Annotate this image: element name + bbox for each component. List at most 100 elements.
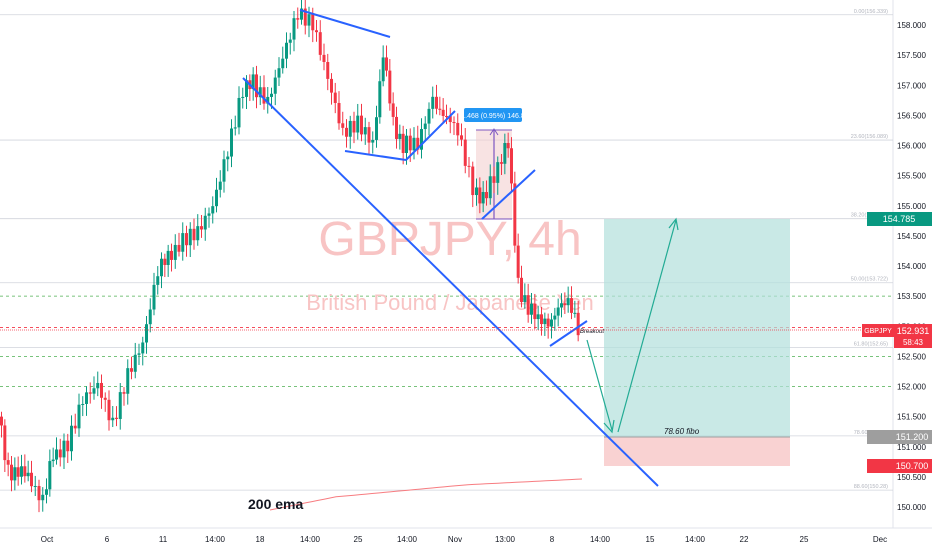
- projection-path[interactable]: [586, 217, 679, 434]
- loss-zone[interactable]: [604, 437, 790, 466]
- candle-body: [58, 449, 62, 458]
- projection-up: [617, 219, 677, 433]
- candle-body: [3, 425, 7, 461]
- profit-zone[interactable]: [604, 219, 790, 437]
- candle-body: [520, 277, 523, 303]
- candle-body: [118, 392, 122, 419]
- candle-body: [333, 92, 337, 103]
- measure-arrowhead: [489, 128, 499, 136]
- candle-body: [448, 116, 452, 123]
- price-tick: 155.500: [897, 172, 926, 181]
- candle-body: [395, 116, 398, 139]
- candle-body: [245, 80, 248, 97]
- candle-body: [133, 354, 137, 372]
- candle-body: [345, 127, 348, 137]
- candle-body: [258, 87, 262, 98]
- candle-body: [391, 103, 395, 117]
- candle-body: [13, 467, 17, 481]
- symbol-tag: [862, 324, 894, 337]
- candle-body: [348, 120, 352, 137]
- candle-body: [478, 187, 482, 204]
- candle-body: [33, 485, 37, 487]
- candle-body: [77, 404, 81, 429]
- projection-down-arrowhead: [603, 419, 615, 434]
- candle-body: [166, 250, 170, 265]
- candle-body: [326, 62, 330, 79]
- price-tick: 158.000: [897, 21, 926, 30]
- candle-body: [452, 122, 456, 124]
- breakout-label: Breakout: [580, 329, 604, 335]
- fib-level-label: 88.60(150.28): [854, 484, 888, 490]
- time-tick: 13:00: [495, 535, 516, 544]
- target-price-tag: [867, 212, 932, 226]
- price-tick: 151.500: [897, 413, 926, 422]
- price-tick: 155.000: [897, 202, 926, 211]
- candle-body: [526, 295, 530, 315]
- flag-line-1: [405, 110, 456, 161]
- candle-body: [530, 303, 533, 315]
- candle-body: [203, 215, 207, 230]
- candle-body: [73, 425, 77, 429]
- candle-body: [560, 303, 563, 308]
- price-tick: 153.500: [897, 292, 926, 301]
- candle-body: [85, 392, 88, 404]
- candle-body: [0, 416, 3, 426]
- candle-body: [262, 87, 266, 104]
- stop-price-text: 150.700: [896, 461, 929, 471]
- candle-body: [192, 228, 196, 241]
- symbol-watermark: GBPJPY, 4h: [318, 213, 581, 266]
- candle-body: [441, 109, 445, 116]
- candle-body: [45, 489, 48, 495]
- candle-body: [141, 342, 145, 354]
- candle-body: [510, 148, 513, 184]
- candle-body: [288, 39, 292, 43]
- candle-body: [533, 303, 537, 320]
- candle-body: [281, 58, 285, 69]
- candle-body: [460, 135, 463, 140]
- symbol-tag-text: GBPJPY: [864, 328, 892, 335]
- channel-bottom-line: [344, 150, 407, 161]
- ema200-line: [269, 478, 583, 511]
- candle-body: [20, 466, 23, 477]
- candle-body: [546, 318, 550, 327]
- candle-body: [388, 70, 392, 104]
- candle-body: [503, 143, 507, 164]
- price-tick: 154.500: [897, 232, 926, 241]
- candle-body: [475, 187, 478, 196]
- last-price-text: 152.931: [897, 326, 930, 336]
- price-tick: 156.000: [897, 142, 926, 151]
- candle-body: [26, 472, 30, 477]
- candle-body: [381, 57, 385, 82]
- price-tick: 152.500: [897, 352, 926, 361]
- candle-body: [485, 192, 488, 199]
- candle-body: [543, 318, 547, 325]
- candle-body: [70, 425, 73, 452]
- candle-body: [427, 108, 431, 124]
- time-tick: 25: [800, 535, 809, 544]
- candle-body: [573, 312, 577, 314]
- ema-label: 200 ema: [248, 496, 303, 512]
- candle-body: [170, 250, 173, 260]
- candle-body: [330, 78, 333, 93]
- time-scale[interactable]: Oct 6 11 14:00 18 14:00 25 14:00 Nov 13:00 8 14:00 1…: [41, 535, 887, 544]
- time-tick: 14:00: [205, 535, 226, 544]
- candle-body: [318, 32, 322, 55]
- candle-body: [303, 8, 307, 26]
- time-tick: 6: [105, 535, 110, 544]
- trendlines[interactable]: [242, 9, 659, 487]
- candle-body: [405, 135, 408, 154]
- fib-level-label: 0.00(156.339): [854, 9, 888, 15]
- candle-body: [55, 449, 58, 460]
- candle-body: [412, 137, 416, 151]
- candle-body: [488, 176, 492, 199]
- candle-body: [277, 68, 281, 78]
- candle-body: [553, 315, 557, 320]
- time-tick: 11: [159, 535, 168, 544]
- candle-body: [300, 8, 303, 20]
- candle-body: [173, 244, 177, 260]
- price-tick: 152.000: [897, 383, 926, 392]
- candle-body: [401, 133, 405, 154]
- price-scale[interactable]: 158.000 157.500 157.000 156.500 156.000 155.5…: [897, 21, 926, 512]
